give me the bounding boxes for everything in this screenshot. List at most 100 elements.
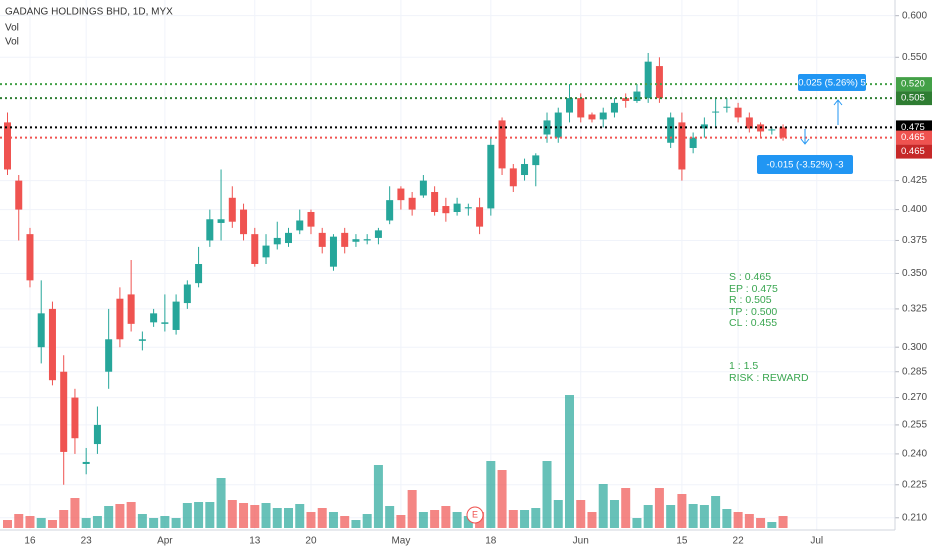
volume-bar xyxy=(497,470,507,528)
volume-bar xyxy=(216,478,226,528)
price-label: 0.465 xyxy=(901,132,925,143)
candle-body xyxy=(532,155,540,166)
y-tick-label: 0.225 xyxy=(902,479,927,490)
last-price-box xyxy=(896,144,932,159)
y-tick-label: 0.600 xyxy=(902,10,927,21)
volume-bar xyxy=(362,514,372,528)
volume-bar xyxy=(47,520,57,528)
volume-bar xyxy=(553,500,563,528)
price-label: 0.505 xyxy=(901,93,925,104)
volume-bar xyxy=(295,504,305,528)
annotation: 1 : 1.5 xyxy=(729,360,758,372)
candle-body xyxy=(285,232,292,244)
candle-body xyxy=(667,117,675,143)
candle-body xyxy=(622,98,630,101)
volume-bar xyxy=(441,506,451,528)
candle-body xyxy=(15,180,23,210)
volume-bar xyxy=(328,512,338,528)
event-label: E xyxy=(472,509,478,519)
candle-body xyxy=(206,219,214,241)
volume-bar xyxy=(430,510,440,528)
annotation: S : 0.465 xyxy=(729,271,771,283)
candle-body xyxy=(138,339,146,341)
candle-body xyxy=(678,122,686,170)
volume-bar xyxy=(654,488,664,528)
candle-body xyxy=(296,220,304,231)
annotation: CL : 0.455 xyxy=(729,317,777,329)
volume-bar xyxy=(565,395,574,528)
candle-body xyxy=(745,117,753,129)
volume-bar xyxy=(261,503,271,528)
candle-body xyxy=(127,294,135,324)
volume-bar xyxy=(666,505,676,528)
volume-bar xyxy=(194,502,204,528)
volume-bar xyxy=(92,516,102,528)
volume-bar xyxy=(486,461,496,528)
volume-bar xyxy=(632,518,642,528)
volume-bar xyxy=(149,518,159,528)
event-marker[interactable] xyxy=(466,506,484,524)
last-price-label: 0.465 xyxy=(901,146,925,157)
volume-bar xyxy=(317,508,327,528)
candle-body xyxy=(161,322,169,324)
volume-bar xyxy=(25,516,35,528)
candle-body xyxy=(240,209,248,235)
candle-body xyxy=(521,164,529,176)
candle-body xyxy=(464,207,472,209)
volume-bar xyxy=(115,504,125,528)
volume-bar xyxy=(205,502,215,528)
candle-body xyxy=(307,211,315,227)
volume-bar xyxy=(542,461,552,528)
volume-bar xyxy=(733,512,743,528)
price-lines xyxy=(0,83,895,139)
annotation: R : 0.505 xyxy=(729,294,772,306)
volume-bar xyxy=(160,516,170,528)
candle-body xyxy=(689,137,697,148)
x-tick-label: May xyxy=(391,536,410,547)
volume-bar xyxy=(508,510,518,528)
volume-bar xyxy=(722,509,732,528)
candle-body xyxy=(329,236,337,267)
volume-bar xyxy=(126,502,136,528)
volume-bar xyxy=(340,516,350,528)
y-tick-label: 0.375 xyxy=(902,235,927,246)
candle-body xyxy=(577,98,585,118)
y-tick-label: 0.350 xyxy=(902,268,927,279)
volume-bar xyxy=(677,494,687,528)
candle-body xyxy=(318,232,326,247)
legend-item: Vol xyxy=(5,23,19,34)
candle-body xyxy=(566,98,573,113)
price-label: 0.520 xyxy=(901,79,925,90)
candle-body xyxy=(116,298,124,340)
volume-bar xyxy=(81,518,91,528)
annotation: EP : 0.475 xyxy=(729,283,778,295)
candle-body xyxy=(172,301,180,330)
candle-body xyxy=(723,106,731,108)
legend-item: Vol xyxy=(5,37,19,48)
volume-bar xyxy=(70,498,80,528)
volume-bar xyxy=(171,518,181,528)
candle-body xyxy=(442,206,450,214)
measure-box xyxy=(757,155,853,174)
volume-bar xyxy=(531,508,541,528)
volume-bar xyxy=(272,508,282,528)
measure-arrow xyxy=(833,99,843,106)
annotation: RISK : REWARD xyxy=(729,372,809,384)
candle-body xyxy=(419,180,427,196)
measure-arrow xyxy=(800,138,810,145)
candle-body xyxy=(554,112,562,138)
volume-bar xyxy=(598,484,608,528)
y-tick-label: 0.300 xyxy=(902,342,927,353)
candle-body xyxy=(644,61,652,99)
candle-body xyxy=(273,237,281,245)
volume-bar xyxy=(385,506,395,528)
volume-bar xyxy=(609,500,619,528)
measure-label: 0.025 (5.26%) 5 xyxy=(798,78,866,89)
volume-bar xyxy=(407,490,417,528)
volume-bar xyxy=(520,510,530,528)
volume-bar xyxy=(699,505,709,528)
x-tick-label: 18 xyxy=(485,536,497,547)
measure-label: -0.015 (-3.52%) -3 xyxy=(766,160,843,171)
